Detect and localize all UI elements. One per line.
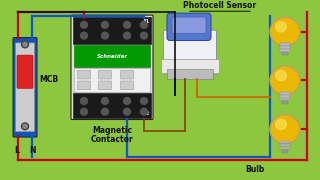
Bar (280, 43, 290, 46)
Circle shape (140, 21, 148, 28)
Circle shape (100, 106, 110, 117)
Circle shape (101, 32, 108, 39)
Circle shape (81, 98, 87, 104)
Circle shape (124, 32, 131, 39)
Text: MCB: MCB (39, 75, 58, 84)
Bar (280, 144, 290, 146)
FancyBboxPatch shape (121, 81, 133, 90)
FancyBboxPatch shape (13, 38, 37, 137)
Circle shape (139, 96, 149, 106)
Circle shape (140, 108, 148, 115)
Bar (280, 147, 290, 149)
FancyBboxPatch shape (17, 55, 33, 88)
Circle shape (101, 108, 108, 115)
Text: A1: A1 (143, 19, 150, 24)
Text: Schneider: Schneider (96, 54, 128, 59)
FancyBboxPatch shape (99, 81, 111, 90)
Bar (282, 101, 288, 104)
Circle shape (21, 41, 28, 48)
Bar (280, 49, 290, 52)
Circle shape (270, 66, 300, 95)
FancyBboxPatch shape (77, 81, 91, 90)
Bar (280, 95, 290, 98)
Bar (280, 141, 290, 143)
Text: N: N (30, 146, 36, 155)
Bar (282, 52, 288, 55)
Circle shape (101, 98, 108, 104)
Circle shape (276, 71, 286, 81)
Bar (74, 45, 150, 67)
Circle shape (276, 119, 286, 129)
Bar (280, 46, 290, 49)
Bar (280, 92, 290, 95)
Circle shape (101, 21, 108, 28)
Circle shape (124, 21, 131, 28)
FancyBboxPatch shape (167, 13, 211, 40)
Text: Contactor: Contactor (91, 135, 133, 144)
Circle shape (100, 30, 110, 41)
Text: Magnetic: Magnetic (92, 126, 132, 135)
Circle shape (140, 98, 148, 104)
FancyBboxPatch shape (164, 30, 217, 74)
Bar (167, 69, 213, 78)
Bar (73, 93, 151, 118)
Circle shape (100, 19, 110, 30)
Circle shape (122, 30, 132, 41)
FancyBboxPatch shape (172, 17, 206, 34)
Circle shape (81, 21, 87, 28)
Circle shape (270, 115, 300, 144)
Circle shape (122, 96, 132, 106)
Text: L: L (15, 146, 20, 155)
Circle shape (124, 108, 131, 115)
Text: A2: A2 (143, 111, 150, 116)
Text: Photocell Sensor: Photocell Sensor (183, 1, 257, 10)
FancyBboxPatch shape (99, 70, 111, 79)
Bar (282, 150, 288, 153)
Circle shape (139, 19, 149, 30)
Circle shape (78, 106, 90, 117)
Circle shape (122, 19, 132, 30)
FancyBboxPatch shape (77, 70, 91, 79)
Circle shape (276, 22, 286, 32)
Bar (161, 59, 219, 73)
Bar (280, 98, 290, 100)
Circle shape (23, 42, 27, 46)
Circle shape (140, 32, 148, 39)
Circle shape (139, 106, 149, 117)
Circle shape (21, 123, 28, 130)
FancyBboxPatch shape (15, 43, 35, 132)
Circle shape (78, 30, 90, 41)
Circle shape (139, 30, 149, 41)
Text: Bulb: Bulb (245, 165, 265, 174)
Circle shape (122, 106, 132, 117)
Circle shape (124, 98, 131, 104)
Bar (73, 17, 151, 44)
Circle shape (81, 108, 87, 115)
Circle shape (23, 124, 27, 128)
FancyBboxPatch shape (71, 15, 153, 120)
Circle shape (78, 19, 90, 30)
Circle shape (81, 32, 87, 39)
Circle shape (270, 17, 300, 46)
Circle shape (100, 96, 110, 106)
FancyBboxPatch shape (121, 70, 133, 79)
Circle shape (78, 96, 90, 106)
Bar (74, 68, 150, 92)
